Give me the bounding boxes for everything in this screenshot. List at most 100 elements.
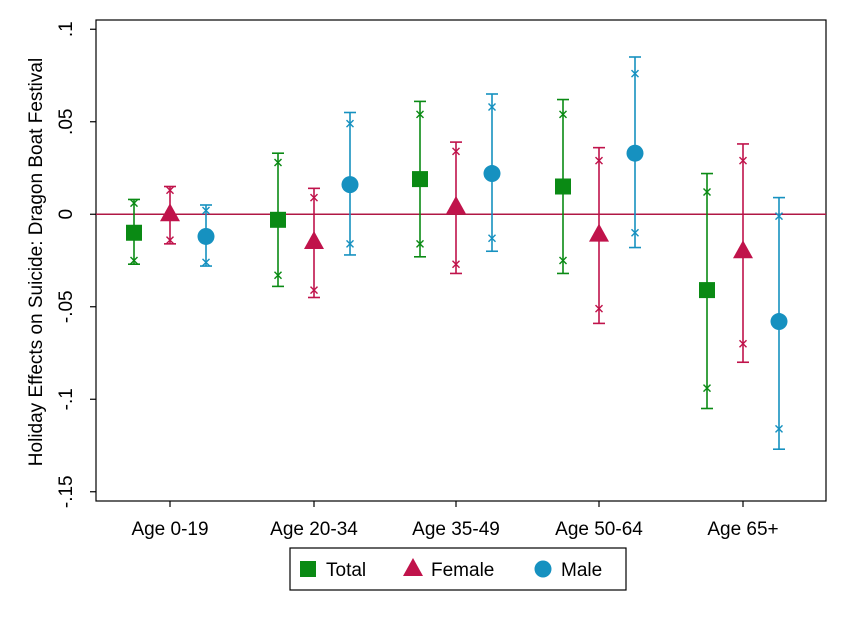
x-mark-stroke: [775, 424, 783, 433]
x-mark-stroke: [416, 239, 424, 248]
y-tick-label: -.05: [56, 290, 77, 323]
ci-90-lower-mark: [452, 260, 460, 269]
x-mark-stroke: [452, 147, 460, 156]
x-mark-stroke: [202, 258, 210, 267]
legend: Total Female Male: [289, 547, 627, 591]
x-mark-stroke: [202, 206, 210, 215]
series-male: [197, 56, 788, 451]
point-square: [412, 171, 428, 188]
x-axis: Age 0-19 Age 20-34 Age 35-49 Age 50-64 Age 6…: [131, 501, 779, 540]
x-mark-stroke: [310, 193, 318, 202]
ci-90-lower-mark: [739, 339, 747, 348]
legend-box: [289, 547, 627, 591]
ci-90-lower-mark: [631, 228, 639, 237]
y-tick-label: -.1: [56, 388, 77, 410]
point-triangle: [304, 231, 324, 249]
y-tick-label: 0: [56, 209, 77, 220]
x-tick-label: Age 50-64: [555, 519, 643, 540]
point-circle: [626, 144, 644, 162]
point-circle: [341, 176, 359, 194]
point-triangle: [160, 203, 180, 222]
ci-90-upper-mark: [166, 186, 174, 195]
x-mark-stroke: [130, 199, 138, 208]
plot-area: [95, 19, 827, 502]
legend-label: Male: [561, 560, 602, 581]
legend-item-male: Male: [534, 560, 602, 581]
ci-90-lower-mark: [274, 271, 282, 280]
ci-90-upper-mark: [739, 156, 747, 165]
x-mark-stroke: [130, 256, 138, 265]
ci-90-upper-mark: [775, 212, 783, 221]
ci-90-lower-mark: [703, 384, 711, 393]
ci-90-upper-mark: [559, 110, 567, 119]
y-tick-label: .05: [56, 109, 77, 135]
point-square: [270, 211, 286, 228]
x-mark-stroke: [595, 156, 603, 165]
legend-marker-circle: [534, 560, 552, 578]
point-triangle: [589, 223, 609, 242]
x-mark-stroke: [703, 188, 711, 197]
x-tick-label: Age 0-19: [131, 519, 208, 540]
point-circle: [483, 165, 501, 183]
x-tick-label: Age 20-34: [270, 519, 358, 540]
ci-90-upper-mark: [595, 156, 603, 165]
y-axis: .1 .05 0 -.05 -.1 -.15: [56, 21, 96, 508]
point-square: [126, 224, 142, 241]
x-mark-stroke: [739, 156, 747, 165]
y-axis-title: Holiday Effects on Suicide: Dragon Boat …: [26, 58, 47, 466]
y-tick-label: -.15: [56, 475, 77, 508]
ci-90-upper-mark: [130, 199, 138, 208]
ci-90-lower-mark: [202, 258, 210, 267]
series-total: [126, 98, 715, 410]
x-mark-stroke: [452, 260, 460, 269]
x-mark-stroke: [488, 102, 496, 111]
ci-90-upper-mark: [202, 206, 210, 215]
legend-marker-triangle: [403, 558, 423, 576]
x-mark-stroke: [631, 228, 639, 237]
x-mark-stroke: [703, 384, 711, 393]
ci-90-lower-mark: [130, 256, 138, 265]
x-mark-stroke: [488, 234, 496, 243]
ci-90-lower-mark: [488, 234, 496, 243]
x-mark-stroke: [274, 271, 282, 280]
ci-90-upper-mark: [416, 110, 424, 119]
ci-90-lower-mark: [310, 286, 318, 295]
x-tick-label: Age 65+: [707, 519, 778, 540]
point-square: [699, 282, 715, 299]
x-mark-stroke: [166, 236, 174, 245]
ci-90-upper-mark: [452, 147, 460, 156]
x-mark-stroke: [631, 69, 639, 78]
ci-90-lower-mark: [166, 236, 174, 245]
x-mark-stroke: [559, 256, 567, 265]
legend-label: Total: [326, 560, 366, 581]
ci-90-lower-mark: [346, 239, 354, 248]
legend-item-female: Female: [403, 558, 494, 581]
x-mark-stroke: [595, 304, 603, 313]
ci-90-upper-mark: [488, 102, 496, 111]
series-female: [160, 141, 753, 364]
point-circle: [770, 313, 788, 331]
x-mark-stroke: [166, 186, 174, 195]
x-mark-stroke: [346, 119, 354, 128]
x-mark-stroke: [416, 110, 424, 119]
point-triangle: [446, 195, 466, 214]
point-square: [555, 178, 571, 195]
x-mark-stroke: [739, 339, 747, 348]
ci-90-lower-mark: [559, 256, 567, 265]
legend-label: Female: [431, 560, 494, 581]
plot-frame: [95, 19, 827, 502]
x-mark-stroke: [775, 212, 783, 221]
series-layer: [126, 56, 788, 451]
legend-item-total: Total: [300, 560, 366, 581]
ci-90-upper-mark: [631, 69, 639, 78]
x-mark-stroke: [310, 286, 318, 295]
ci-90-upper-mark: [310, 193, 318, 202]
ci-90-upper-mark: [346, 119, 354, 128]
y-tick-label: .1: [56, 21, 77, 37]
x-tick-label: Age 35-49: [412, 519, 500, 540]
ci-90-lower-mark: [416, 239, 424, 248]
point-triangle: [733, 240, 753, 259]
x-mark-stroke: [346, 239, 354, 248]
